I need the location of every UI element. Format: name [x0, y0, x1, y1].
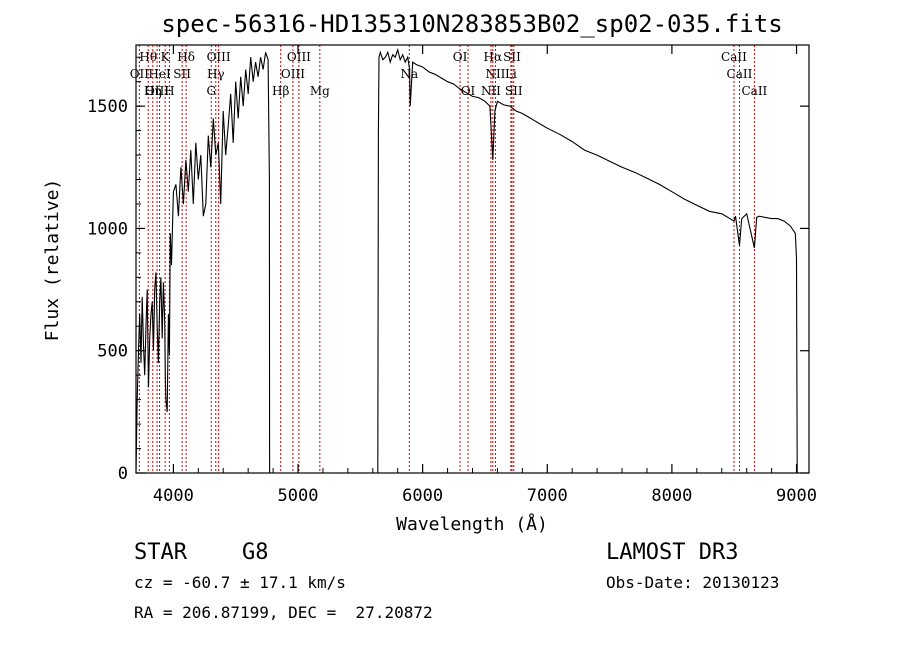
- x-axis-label: Wavelength (Å): [396, 513, 548, 535]
- y-tick-label: 500: [97, 342, 128, 362]
- x-tick-label: 6000: [402, 486, 443, 506]
- x-tick-label: 7000: [527, 486, 568, 506]
- survey-label: LAMOST DR3: [606, 540, 739, 565]
- marker-label: CaII: [721, 50, 747, 64]
- obs-date-text: Obs-Date: 20130123: [606, 573, 780, 592]
- marker-label: H: [164, 84, 174, 98]
- class-label: STAR: [134, 540, 187, 565]
- redshift-text: cz = -60.7 ± 17.1 km/s: [134, 573, 346, 592]
- x-tick-label: 9000: [776, 486, 817, 506]
- marker-label: OII: [130, 67, 150, 81]
- marker-label: OIII: [281, 67, 305, 81]
- marker-label: K: [161, 50, 171, 64]
- marker-label: CaII: [727, 67, 753, 81]
- marker-label: G: [206, 84, 216, 98]
- marker-label: OI: [453, 50, 468, 64]
- marker-label: Hδ: [177, 50, 195, 64]
- y-tick-label: 1000: [87, 219, 128, 239]
- marker-label: Hα: [484, 50, 503, 64]
- y-axis: 0 500 1000 1500: [87, 56, 809, 484]
- x-tick-label: 5000: [278, 486, 319, 506]
- x-tick-label: 4000: [153, 486, 194, 506]
- marker-label: Hθ: [139, 50, 157, 64]
- subclass-label: G8: [242, 540, 269, 565]
- marker-label: SII: [503, 50, 521, 64]
- marker-label: Li: [505, 67, 517, 81]
- marker-label: OIII: [207, 50, 231, 64]
- y-tick-label: 1500: [87, 97, 128, 117]
- marker-label: Mg: [310, 84, 330, 98]
- marker-label: Hβ: [272, 84, 289, 98]
- marker-label: NII: [481, 84, 501, 98]
- marker-label: CaII: [741, 84, 767, 98]
- coordinates-text: RA = 206.87199, DEC = 27.20872: [134, 603, 433, 622]
- marker-label: SII: [173, 67, 191, 81]
- y-axis-label: Flux (relative): [42, 179, 63, 342]
- marker-label: OI: [461, 84, 476, 98]
- marker-label: OIII: [287, 50, 311, 64]
- marker-label: HeI: [148, 67, 171, 81]
- chart-title: spec-56316-HD135310N283853B02_sp02-035.f…: [161, 10, 782, 38]
- spectrum-chart: spec-56316-HD135310N283853B02_sp02-035.f…: [42, 10, 817, 535]
- spectrum-line: [135, 47, 798, 474]
- x-axis: 4000 5000 6000 7000 8000 9000: [153, 45, 817, 506]
- plot-frame: [135, 44, 810, 474]
- marker-label: Hγ: [207, 67, 225, 81]
- marker-label: NII: [485, 67, 505, 81]
- x-tick-label: 8000: [651, 486, 692, 506]
- marker-label: SII: [505, 84, 523, 98]
- y-tick-label: 0: [118, 464, 128, 484]
- marker-label: OIII: [145, 84, 169, 98]
- line-markers: [138, 45, 755, 473]
- marker-label: Hη: [144, 84, 162, 98]
